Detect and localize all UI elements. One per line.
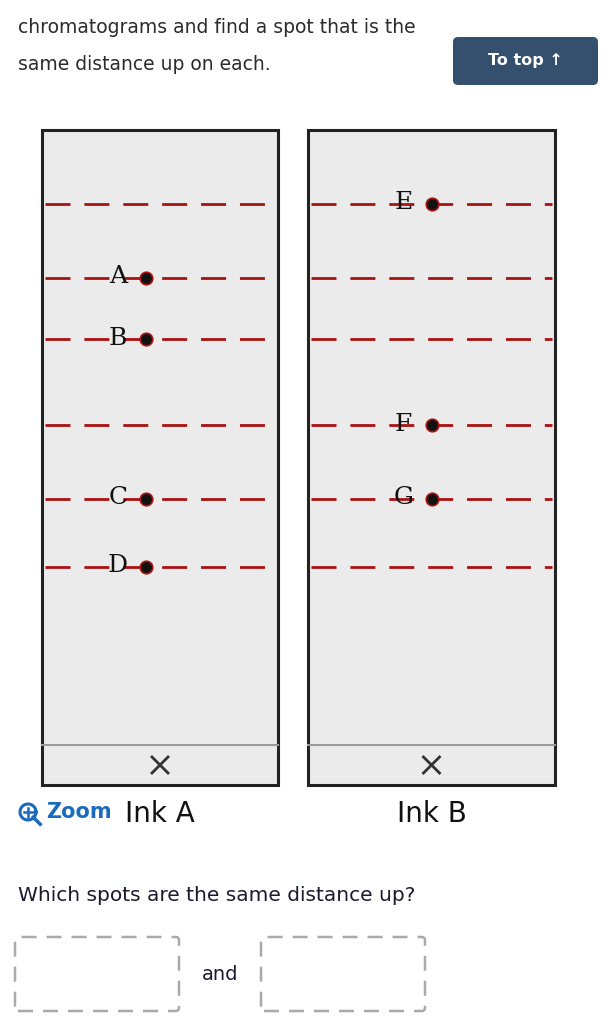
Text: To top ↑: To top ↑ [488,54,563,68]
Bar [42,130,278,785]
Text: A: A [109,265,127,288]
Text: F: F [395,413,412,436]
Text: Zoom: Zoom [46,802,112,823]
Text: C: C [108,486,127,510]
Text: G: G [393,486,414,510]
Text: Ink A: Ink A [125,800,195,828]
FancyBboxPatch shape [261,937,425,1011]
Text: B: B [109,326,127,350]
Text: D: D [108,554,128,577]
FancyBboxPatch shape [15,937,179,1011]
Text: chromatograms and find a spot that is the: chromatograms and find a spot that is th… [18,18,416,37]
Text: same distance up on each.: same distance up on each. [18,55,271,74]
Bar [308,130,555,785]
Text: and: and [202,965,238,983]
Text: Ink B: Ink B [397,800,466,828]
Text: Which spots are the same distance up?: Which spots are the same distance up? [18,886,416,905]
Text: E: E [394,191,413,215]
FancyBboxPatch shape [453,37,598,85]
